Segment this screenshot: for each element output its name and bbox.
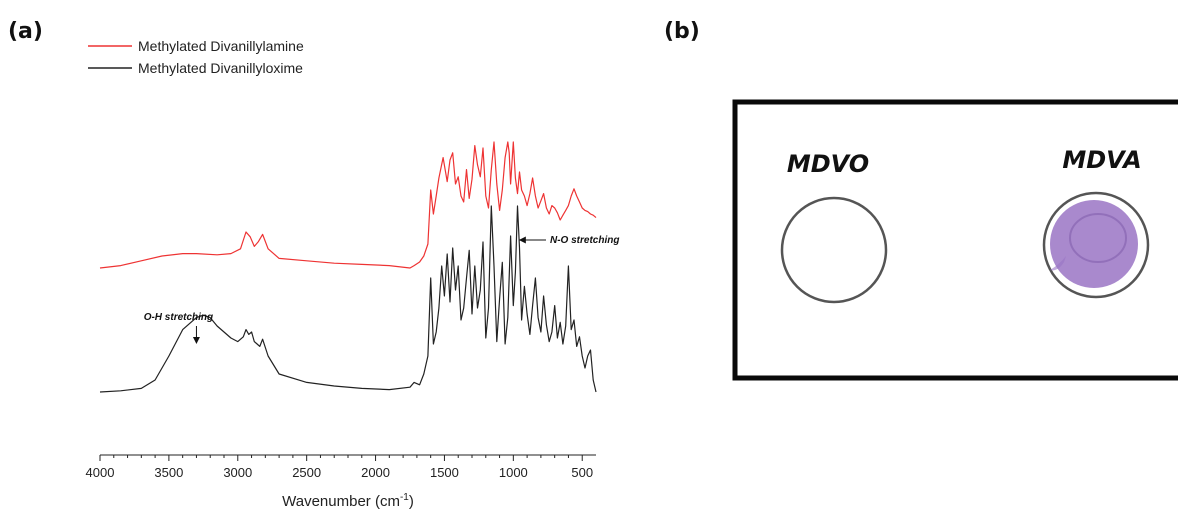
x-axis: 4000 3500 3000 2500 2000 1500 1000 500 bbox=[86, 454, 596, 480]
legend-label-oxime: Methylated Divanillyloxime bbox=[138, 60, 303, 76]
x-tick-label: 1500 bbox=[430, 465, 459, 480]
annotation-layer: O-H stretching N-O stretching bbox=[144, 235, 619, 344]
x-tick-label: 500 bbox=[571, 465, 593, 480]
spot-mdva-stain bbox=[1050, 200, 1138, 288]
annotation-no-arrow-head bbox=[518, 236, 526, 244]
chart-legend: Methylated Divanillylamine Methylated Di… bbox=[88, 38, 304, 76]
x-axis-title: Wavenumber (cm-1) bbox=[282, 492, 414, 510]
annotation-oh-stretching: O-H stretching bbox=[144, 312, 213, 323]
x-tick-label: 2500 bbox=[292, 465, 321, 480]
x-tick-label: 2000 bbox=[361, 465, 390, 480]
spot-mdva-stain-ring bbox=[1069, 213, 1127, 263]
series-line-amine bbox=[99, 141, 597, 269]
ftir-chart: Methylated Divanillylamine Methylated Di… bbox=[86, 38, 620, 510]
spot-mdvo bbox=[780, 196, 888, 304]
annotation-oh-arrow-head bbox=[192, 337, 200, 344]
spot-label-mdva: MDVA bbox=[1062, 146, 1141, 174]
annotation-no-stretching: N-O stretching bbox=[550, 235, 619, 246]
spot-test-photo: MDVO MDVA bbox=[732, 99, 1178, 381]
spot-mdva bbox=[1042, 191, 1150, 299]
x-tick-label: 3000 bbox=[223, 465, 252, 480]
panel-label-a: (a) bbox=[8, 19, 43, 44]
x-tick-label: 3500 bbox=[154, 465, 183, 480]
series-line-oxime bbox=[99, 205, 597, 393]
series-layer bbox=[99, 141, 597, 393]
x-tick-label: 1000 bbox=[499, 465, 528, 480]
spot-label-mdvo: MDVO bbox=[787, 150, 869, 178]
panel-label-b: (b) bbox=[664, 19, 700, 44]
legend-label-amine: Methylated Divanillylamine bbox=[138, 38, 304, 54]
spot-mdva-stain-tail bbox=[1050, 256, 1066, 271]
x-tick-label: 4000 bbox=[86, 465, 115, 480]
